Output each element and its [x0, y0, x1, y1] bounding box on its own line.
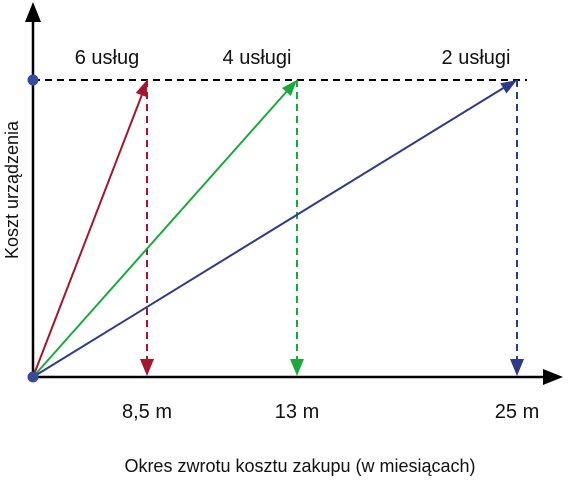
- arrow-6: [32, 91, 144, 378]
- arrow-4: [32, 89, 289, 378]
- option-label: 4 usługi: [223, 47, 292, 69]
- arrow-4-head: [281, 80, 297, 96]
- drop-6-head: [140, 359, 154, 376]
- drop-4-head: [290, 359, 304, 376]
- x-axis-arrow: [543, 369, 563, 385]
- period-label: 25 m: [495, 401, 539, 423]
- y-axis-arrow: [25, 2, 41, 22]
- arrow-2: [32, 86, 506, 378]
- x-axis-title: Okres zwrotu kosztu zakupu (w miesiącach…: [124, 456, 475, 476]
- cost-dot: [27, 74, 39, 86]
- y-axis-title: Koszt urządzenia: [2, 120, 22, 259]
- option-label: 2 usługi: [442, 47, 511, 69]
- period-label: 13 m: [275, 401, 319, 423]
- origin-dot: [27, 371, 39, 383]
- drop-2-head: [510, 359, 524, 376]
- option-label: 6 usług: [75, 47, 140, 69]
- arrow-2-head: [500, 80, 517, 94]
- period-label: 8,5 m: [122, 401, 172, 423]
- arrow-6-head: [135, 80, 147, 98]
